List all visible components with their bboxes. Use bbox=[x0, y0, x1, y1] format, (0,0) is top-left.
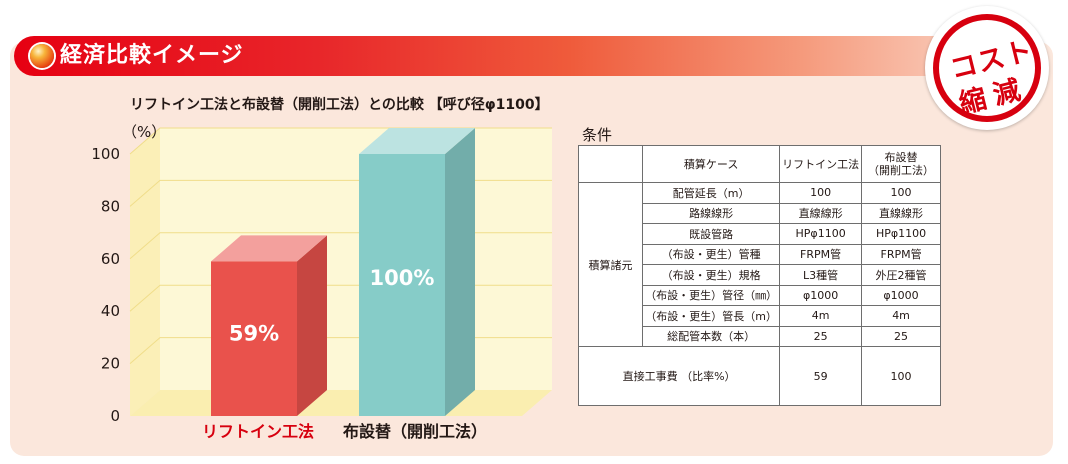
row-value-open-cut: 100 bbox=[861, 182, 941, 204]
row-value-open-cut: HPφ1100 bbox=[861, 223, 941, 245]
bar-side bbox=[445, 128, 475, 416]
footer-value-open-cut: 100 bbox=[861, 346, 941, 406]
chart-left-wall bbox=[130, 128, 160, 416]
y-tick-label: 60 bbox=[101, 250, 120, 268]
footer-label: 直接工事費 （比率%） bbox=[577, 346, 781, 406]
chart-title: リフトイン工法と布設替（開削工法）との比較 【呼び径φ1100】 bbox=[130, 97, 549, 113]
table-corner-cell bbox=[577, 145, 644, 183]
row-value-liftin: 4m bbox=[779, 305, 863, 327]
row-value-liftin: HPφ1100 bbox=[779, 223, 863, 245]
row-label: 総配管本数（本） bbox=[642, 325, 781, 347]
section-banner bbox=[14, 36, 1024, 76]
orb-bullet-icon bbox=[30, 44, 54, 68]
bar-value-label: 100% bbox=[370, 266, 435, 290]
row-label: （布設・更生）管種 bbox=[642, 243, 781, 265]
bar-top bbox=[211, 235, 327, 262]
header-liftin: リフトイン工法 bbox=[779, 145, 863, 183]
bar-top bbox=[359, 128, 475, 154]
y-tick-label: 20 bbox=[101, 355, 120, 373]
section-title: 経済比較イメージ bbox=[60, 43, 244, 68]
row-value-liftin: φ1000 bbox=[779, 284, 863, 306]
y-axis-unit: （%） bbox=[122, 123, 166, 141]
bar bbox=[359, 154, 445, 416]
table-row: 総配管本数（本） 25 25 bbox=[579, 325, 941, 347]
y-tick-label: 40 bbox=[101, 302, 120, 320]
row-value-liftin: FRPM管 bbox=[779, 243, 863, 265]
row-value-open-cut: 25 bbox=[861, 325, 941, 347]
table-row: 既設管路 HPφ1100 HPφ1100 bbox=[579, 223, 941, 245]
row-label: 路線線形 bbox=[642, 202, 781, 224]
y-tick-label: 0 bbox=[110, 407, 120, 425]
table-footer-row: 直接工事費 （比率%） 59 100 bbox=[577, 346, 941, 406]
row-label: 既設管路 bbox=[642, 223, 781, 245]
header-case: 積算ケース bbox=[642, 145, 781, 183]
row-value-open-cut: φ1000 bbox=[861, 284, 941, 306]
bar-value-label: 59% bbox=[229, 321, 279, 345]
header-open-cut: 布設替 （開削工法） bbox=[861, 145, 941, 183]
row-value-liftin: 直線線形 bbox=[779, 202, 863, 224]
row-value-open-cut: 直線線形 bbox=[861, 202, 941, 224]
bar bbox=[211, 261, 297, 416]
conditions-table: 積算ケース リフトイン工法 布設替 （開削工法） 積算諸元 配管延長（m） 10… bbox=[577, 145, 941, 406]
row-value-open-cut: 外圧2種管 bbox=[861, 264, 941, 286]
footer-value-liftin: 59 bbox=[779, 346, 863, 406]
row-label: （布設・更生）規格 bbox=[642, 264, 781, 286]
row-value-liftin: 100 bbox=[779, 182, 863, 204]
category-label: 布設替（開削工法） bbox=[343, 422, 487, 441]
stamp-ring bbox=[933, 14, 1041, 122]
row-value-open-cut: 4m bbox=[861, 305, 941, 327]
chart-floor bbox=[130, 390, 552, 416]
row-label: 配管延長（m） bbox=[642, 182, 781, 204]
category-label: リフトイン工法 bbox=[202, 422, 314, 441]
group-label: 積算諸元 bbox=[577, 182, 644, 347]
table-row: （布設・更生）管種 FRPM管 FRPM管 bbox=[579, 243, 941, 265]
bar-side bbox=[297, 235, 327, 416]
bar-chart: 0 20 40 60 80 100 59% 100% リフトイン工法 布設替（開削工法） （%… bbox=[91, 123, 552, 441]
table-header-row: 積算ケース リフトイン工法 布設替 （開削工法） bbox=[577, 145, 941, 183]
row-value-liftin: 25 bbox=[779, 325, 863, 347]
conditions-title: 条件 bbox=[582, 126, 613, 144]
row-value-open-cut: FRPM管 bbox=[861, 243, 941, 265]
table-row: （布設・更生）管長（m） 4m 4m bbox=[579, 305, 941, 327]
row-label: （布設・更生）管長（m） bbox=[642, 305, 781, 327]
y-tick-label: 100 bbox=[91, 145, 120, 163]
row-label: （布設・更生）管径（㎜） bbox=[642, 284, 781, 306]
y-tick-label: 80 bbox=[101, 197, 120, 215]
table-row: （布設・更生）規格 L3種管 外圧2種管 bbox=[579, 264, 941, 286]
table-row: 積算諸元 配管延長（m） 100 100 bbox=[577, 182, 941, 347]
row-value-liftin: L3種管 bbox=[779, 264, 863, 286]
